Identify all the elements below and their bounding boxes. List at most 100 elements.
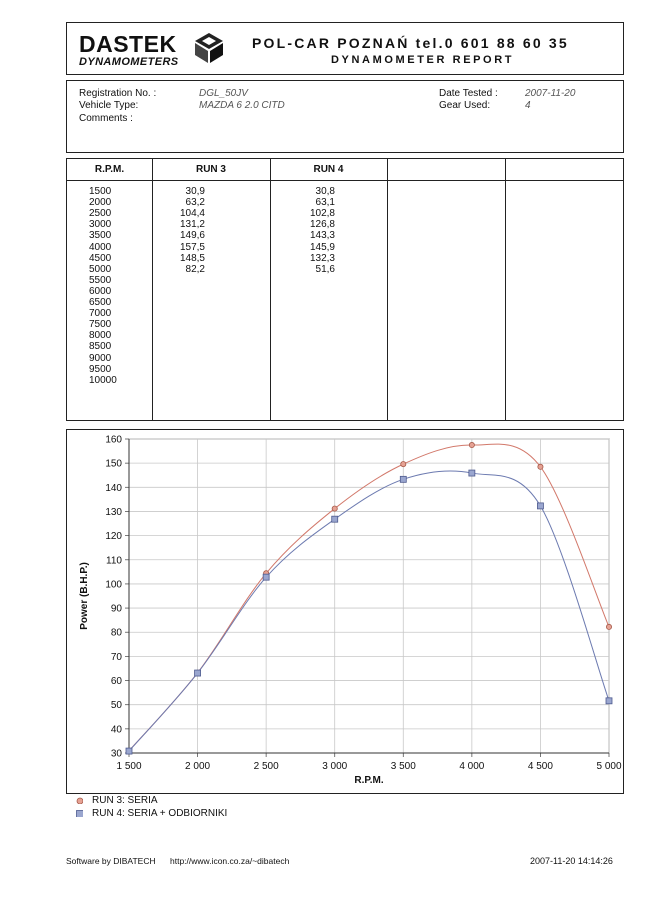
gear-used-label: Gear Used: [439, 100, 491, 111]
data-point-run3 [331, 505, 338, 512]
dastek-logo-icon [195, 33, 223, 63]
y-tick-label: 150 [105, 459, 122, 470]
x-tick-label: 3 500 [391, 761, 416, 772]
power-data-table: R.P.M. RUN 3 RUN 4 1500 30,9 30,8 2000 63,2 6… [66, 158, 624, 421]
comments-label: Comments : [79, 113, 133, 124]
logo-subtitle: DYNAMOMETERS [79, 56, 179, 68]
run3-cell: 148,5 [179, 252, 205, 264]
run3-cell: 30,9 [185, 186, 205, 197]
gear-used-value: 4 [525, 100, 531, 111]
footer-software: Software by DIBATECH [66, 856, 156, 866]
y-tick-label: 110 [106, 555, 122, 566]
table-header-divider [67, 180, 623, 181]
run3-cell: 131,2 [179, 219, 205, 231]
data-point-run4 [605, 697, 613, 705]
y-tick-label: 130 [105, 507, 122, 518]
y-tick-label: 100 [105, 579, 122, 590]
run4-cell: 63,1 [315, 197, 335, 209]
company-title: POL-CAR POZNAŃ tel.0 601 88 60 35 [252, 35, 569, 51]
y-tick-label: 160 [105, 435, 122, 446]
power-chart-panel: 30 40 50 60 70 80 90 100 110 120 130 140 150 160 1 500… [66, 429, 624, 794]
y-axis-title: Power (B.H.P.) [79, 562, 90, 630]
run4-cell: 126,8 [309, 219, 335, 231]
rpm-cell: 3000 [89, 219, 112, 231]
rpm-cell: 5000 [89, 263, 112, 275]
vehicle-type-label: Vehicle Type: [79, 100, 139, 111]
registration-value: DGL_50JV [199, 88, 248, 99]
y-tick-label: 120 [105, 531, 122, 542]
y-tick-label: 70 [111, 652, 123, 663]
column-header-run3: RUN 3 [195, 164, 226, 175]
data-point-run4 [468, 469, 476, 477]
x-tick-label: 2 500 [254, 761, 279, 772]
x-tick-label: 4 000 [459, 761, 484, 772]
y-tick-label: 80 [111, 628, 123, 639]
rpm-cell: 6000 [89, 285, 112, 297]
y-tick-label: 50 [111, 700, 123, 711]
run4-cell: 51,6 [315, 263, 335, 275]
run3-cell: 104,4 [179, 208, 205, 220]
rpm-cell: 4500 [89, 252, 112, 264]
rpm-cell: 9000 [89, 352, 112, 364]
x-axis-title: R.P.M. [354, 775, 383, 786]
date-tested-value: 2007-11-20 [525, 88, 576, 99]
data-point-run3 [468, 442, 475, 449]
footer-url: http://www.icon.co.za/~dibatech [170, 856, 290, 866]
data-point-run4 [399, 475, 407, 483]
run3-cell: 157,5 [179, 241, 205, 253]
rpm-cell: 10000 [89, 374, 117, 386]
legend-circle-marker [76, 797, 83, 804]
data-point-run4 [125, 747, 133, 755]
power-chart: 30 40 50 60 70 80 90 100 110 120 130 140 150 160 1 500… [79, 435, 622, 787]
rpm-cell: 8000 [89, 330, 112, 342]
rpm-cell: 2000 [89, 197, 112, 209]
rpm-cell: 3500 [89, 230, 112, 242]
logo-wordmark: DASTEK [79, 31, 177, 57]
data-point-run4 [331, 515, 339, 523]
run4-cell: 143,3 [309, 230, 335, 242]
x-tick-label: 5 000 [596, 761, 621, 772]
legend-label-run4: RUN 4: SERIA + ODBIORNIKI [92, 808, 228, 819]
column-header-run4: RUN 4 [313, 164, 344, 175]
vehicle-info-panel: Registration No. : DGL_50JV Vehicle Type… [66, 80, 624, 153]
y-tick-label: 140 [105, 483, 122, 494]
vehicle-type-value: MAZDA 6 2.0 CITD [199, 100, 285, 111]
legend-square-marker [76, 810, 83, 817]
series-line-run4 [128, 470, 610, 752]
rpm-cell: 8500 [89, 341, 112, 353]
run3-cell: 149,6 [179, 230, 205, 242]
registration-label: Registration No. : [79, 88, 157, 99]
data-point-run3 [400, 461, 407, 468]
x-tick-label: 1 500 [116, 761, 141, 772]
y-tick-label: 60 [111, 676, 123, 687]
rpm-cell: 9500 [89, 363, 112, 375]
y-tick-label: 90 [111, 604, 123, 615]
run4-cell: 30,8 [315, 186, 335, 197]
rpm-cell: 1500 [89, 186, 112, 197]
y-tick-label: 30 [111, 749, 123, 760]
run4-cell: 102,8 [309, 208, 335, 220]
run3-cell: 63,2 [185, 197, 205, 209]
table-column-divider [270, 159, 271, 420]
column-header-rpm: R.P.M. [94, 164, 125, 175]
data-point-run4 [194, 669, 201, 677]
rpm-cell: 7000 [89, 308, 112, 320]
rpm-cell: 4000 [89, 241, 112, 253]
rpm-cell: 5500 [89, 274, 112, 286]
table-column-divider [505, 159, 506, 420]
plot-area [128, 438, 610, 754]
run4-cell: 145,9 [309, 241, 335, 253]
data-point-run4 [537, 502, 544, 510]
run3-cell: 82,2 [185, 263, 205, 275]
table-column-divider [152, 159, 153, 420]
report-title: DYNAMOMETER REPORT [331, 54, 515, 66]
report-header: DASTEK DYNAMOMETERS POL-CAR POZNAŃ tel.0… [66, 22, 624, 75]
x-tick-label: 4 500 [528, 761, 553, 772]
legend-label-run3: RUN 3: SERIA [92, 795, 158, 806]
data-point-run4 [262, 573, 270, 581]
y-tick-label: 40 [111, 724, 123, 735]
data-point-run3 [606, 623, 613, 630]
x-tick-label: 2 000 [185, 761, 210, 772]
date-tested-label: Date Tested : [439, 88, 498, 99]
data-point-run3 [537, 463, 544, 470]
